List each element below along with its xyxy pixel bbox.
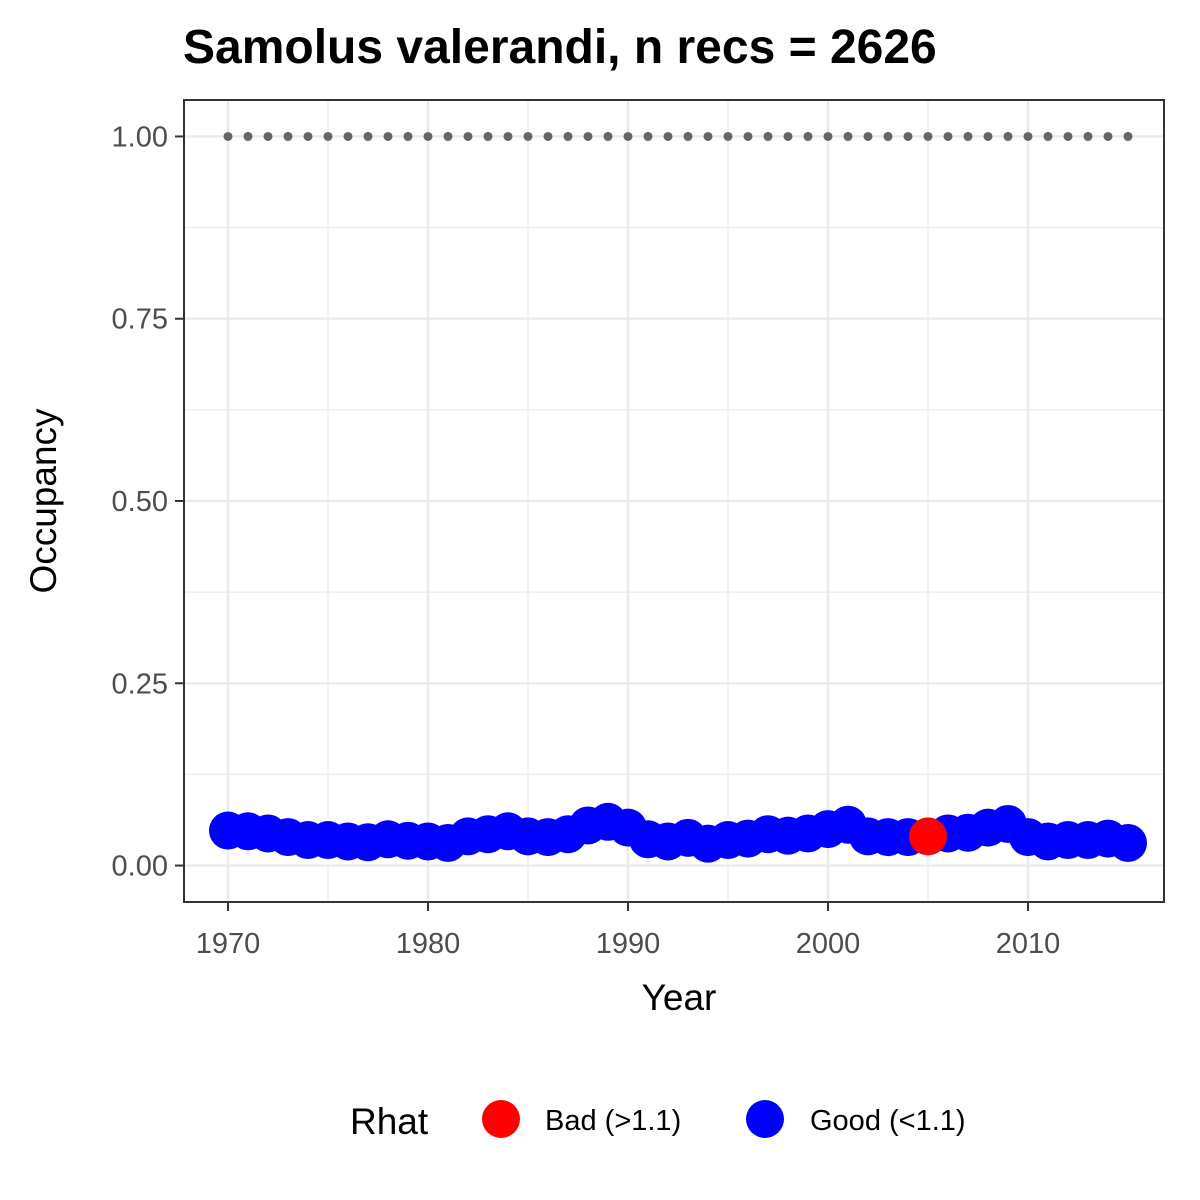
reference-dot bbox=[263, 131, 273, 141]
reference-dot bbox=[363, 131, 373, 141]
x-tick-label: 2000 bbox=[796, 928, 861, 960]
reference-dot bbox=[483, 131, 493, 141]
reference-dot bbox=[883, 131, 893, 141]
reference-dot bbox=[963, 131, 973, 141]
legend: Rhat Bad (>1.1) Good (<1.1) bbox=[350, 1100, 966, 1142]
x-tick-label: 1970 bbox=[196, 928, 261, 960]
reference-dot bbox=[1083, 131, 1093, 141]
data-points bbox=[209, 802, 1147, 863]
reference-dot bbox=[583, 131, 593, 141]
y-tick-label: 0.25 bbox=[112, 668, 168, 700]
reference-dot bbox=[1063, 131, 1073, 141]
legend-key-good bbox=[746, 1100, 784, 1138]
reference-dot bbox=[863, 131, 873, 141]
y-axis-title: Occupancy bbox=[23, 408, 64, 594]
y-axis: 0.00 0.25 0.50 0.75 1.00 bbox=[112, 121, 184, 883]
data-point-good bbox=[1109, 823, 1147, 862]
reference-dot bbox=[563, 131, 573, 141]
reference-dot bbox=[1023, 131, 1033, 141]
reference-line bbox=[223, 131, 1133, 141]
reference-dot bbox=[763, 131, 773, 141]
reference-dot bbox=[1103, 131, 1113, 141]
reference-dot bbox=[1003, 131, 1013, 141]
reference-dot bbox=[303, 131, 313, 141]
reference-dot bbox=[443, 131, 453, 141]
reference-dot bbox=[723, 131, 733, 141]
x-axis-title: Year bbox=[642, 977, 717, 1018]
reference-dot bbox=[683, 131, 693, 141]
x-tick-label: 1980 bbox=[396, 928, 461, 960]
reference-dot bbox=[843, 131, 853, 141]
reference-dot bbox=[543, 131, 553, 141]
reference-dot bbox=[823, 131, 833, 141]
data-point-bad bbox=[909, 817, 947, 856]
x-tick-label: 2010 bbox=[996, 928, 1061, 960]
legend-label-bad: Bad (>1.1) bbox=[545, 1105, 681, 1137]
reference-dot bbox=[623, 131, 633, 141]
reference-dot bbox=[343, 131, 353, 141]
reference-dot bbox=[663, 131, 673, 141]
legend-title: Rhat bbox=[350, 1101, 429, 1142]
legend-key-bad bbox=[482, 1100, 520, 1138]
reference-dot bbox=[403, 131, 413, 141]
y-tick-label: 1.00 bbox=[112, 121, 168, 153]
reference-dot bbox=[283, 131, 293, 141]
reference-dot bbox=[323, 131, 333, 141]
x-axis: 1970 1980 1990 2000 2010 bbox=[196, 902, 1061, 960]
reference-dot bbox=[603, 131, 613, 141]
reference-dot bbox=[523, 131, 533, 141]
reference-dot bbox=[463, 131, 473, 141]
reference-dot bbox=[503, 131, 513, 141]
x-tick-label: 1990 bbox=[596, 928, 661, 960]
reference-dot bbox=[923, 131, 933, 141]
reference-dot bbox=[1123, 131, 1133, 141]
y-tick-label: 0.00 bbox=[112, 851, 168, 883]
reference-dot bbox=[943, 131, 953, 141]
reference-dot bbox=[223, 131, 233, 141]
y-tick-label: 0.50 bbox=[112, 486, 168, 518]
reference-dot bbox=[383, 131, 393, 141]
reference-dot bbox=[783, 131, 793, 141]
reference-dot bbox=[1043, 131, 1053, 141]
reference-dot bbox=[983, 131, 993, 141]
grid bbox=[184, 100, 1164, 902]
reference-dot bbox=[903, 131, 913, 141]
reference-dot bbox=[423, 131, 433, 141]
reference-dot bbox=[243, 131, 253, 141]
reference-dot bbox=[643, 131, 653, 141]
reference-dot bbox=[803, 131, 813, 141]
legend-label-good: Good (<1.1) bbox=[810, 1105, 966, 1137]
reference-dot bbox=[743, 131, 753, 141]
reference-dot bbox=[703, 131, 713, 141]
y-tick-label: 0.75 bbox=[112, 304, 168, 336]
chart-title: Samolus valerandi, n recs = 2626 bbox=[183, 21, 937, 74]
